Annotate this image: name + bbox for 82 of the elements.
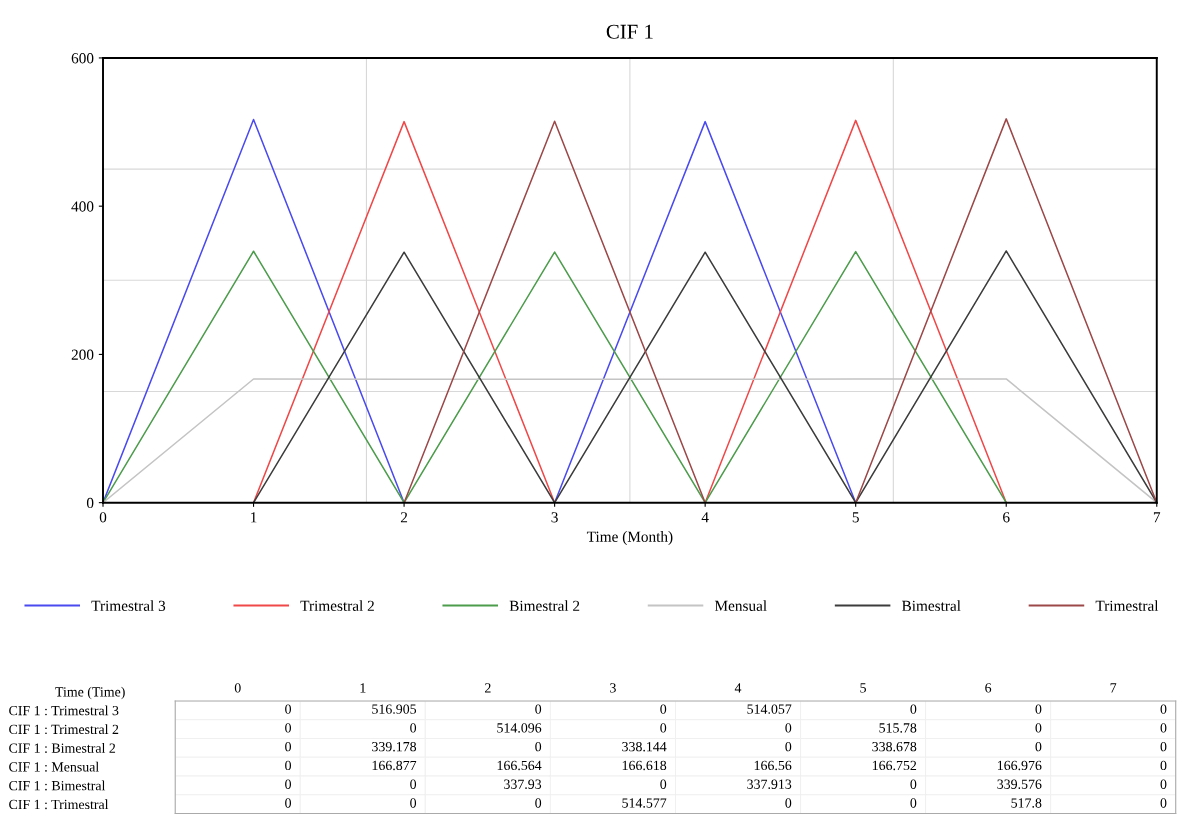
- x-tick-label: 6: [1003, 512, 1010, 523]
- y-tick-label: CIF 1 : Trimestral 2: [9, 724, 119, 735]
- data-label: 517.8: [1011, 798, 1042, 808]
- legend-label: Mensual: [714, 600, 767, 611]
- y-tick-label: CIF 1 : Mensual: [9, 761, 99, 772]
- data-label: 516.905: [372, 704, 417, 714]
- data-label: 166.976: [997, 760, 1042, 771]
- chart-title: CIF 1: [606, 24, 653, 39]
- data-label: 0: [1035, 704, 1042, 714]
- data-label: 339.178: [372, 741, 417, 752]
- x-tick-label: 1: [360, 683, 366, 693]
- data-label: 0: [785, 741, 792, 752]
- data-label: 514.577: [622, 798, 667, 808]
- data-label: 166.564: [497, 760, 542, 771]
- legend-label: Trimestral 3: [91, 600, 166, 611]
- data-label: 0: [660, 704, 667, 714]
- x-tick-label: 7: [1110, 683, 1117, 693]
- y-tick-label: 200: [71, 349, 94, 360]
- data-label: 515.78: [879, 723, 917, 733]
- data-label: 0: [535, 704, 542, 714]
- x-axis-title: Time (Month): [586, 531, 673, 545]
- data-label: 0: [285, 723, 292, 733]
- x-tick-label: 1: [251, 512, 257, 523]
- data-label: 0: [910, 704, 917, 714]
- data-label: 0: [785, 798, 792, 808]
- data-label: 0: [285, 798, 292, 808]
- data-label: 514.096: [497, 723, 542, 733]
- x-tick-label: 3: [610, 683, 616, 693]
- data-label: 166.752: [872, 760, 917, 771]
- y-axis-title: Time (Time): [55, 686, 125, 700]
- data-label: 166.877: [372, 760, 417, 771]
- data-label: 338.678: [872, 741, 917, 752]
- legend-label: Trimestral 2: [300, 600, 374, 611]
- data-label: 0: [285, 704, 292, 714]
- data-label: 0: [785, 723, 792, 733]
- x-tick-label: 4: [734, 683, 742, 693]
- y-tick-label: CIF 1 : Bimestral 2: [9, 743, 116, 753]
- y-tick-label: CIF 1 : Trimestral: [9, 799, 109, 810]
- data-label: 0: [910, 779, 917, 789]
- data-label: 0: [1160, 798, 1167, 808]
- x-tick-label: 6: [985, 683, 992, 693]
- y-tick-label: 0: [86, 497, 94, 509]
- x-tick-label: 7: [1153, 512, 1161, 523]
- data-label: 0: [1160, 760, 1167, 771]
- data-label: 0: [410, 779, 417, 789]
- data-label: 0: [285, 741, 292, 752]
- legend-label: Bimestral 2: [509, 600, 580, 611]
- data-label: 166.56: [754, 760, 792, 771]
- data-label: 0: [1160, 704, 1167, 714]
- data-label: 0: [285, 779, 292, 789]
- data-label: 0: [535, 798, 542, 808]
- data-label: 0: [660, 723, 667, 733]
- data-label: 339.576: [997, 779, 1042, 789]
- legend-label: Trimestral: [1095, 600, 1159, 611]
- data-label: 0: [1035, 723, 1042, 733]
- data-label: 0: [535, 741, 542, 752]
- x-tick-label: 3: [551, 512, 558, 523]
- data-label: 337.93: [504, 779, 542, 789]
- data-label: 0: [660, 779, 667, 789]
- data-label: 0: [410, 798, 417, 808]
- data-label: 0: [910, 798, 917, 808]
- x-tick-label: 4: [701, 512, 709, 523]
- x-tick-label: 2: [400, 512, 408, 523]
- y-tick-label: 600: [71, 53, 94, 64]
- data-label: 0: [285, 760, 292, 771]
- y-tick-label: 400: [71, 201, 94, 212]
- data-label: 0: [1160, 741, 1167, 752]
- y-tick-label: CIF 1 : Bimestral: [9, 780, 106, 791]
- y-tick-label: CIF 1 : Trimestral 3: [9, 705, 119, 716]
- data-label: 337.913: [747, 779, 792, 789]
- x-tick-label: 5: [860, 683, 866, 693]
- x-tick-label: 0: [234, 683, 241, 693]
- x-tick-label: 2: [485, 683, 491, 693]
- data-label: 0: [1035, 741, 1042, 752]
- data-label: 514.057: [747, 704, 792, 714]
- x-tick-label: 5: [852, 512, 859, 523]
- data-label: 0: [410, 723, 417, 733]
- data-label: 338.144: [622, 741, 667, 752]
- data-label: 0: [1160, 723, 1167, 733]
- data-label: 166.618: [622, 760, 667, 771]
- data-label: 0: [1160, 779, 1167, 789]
- legend-label: Bimestral: [902, 600, 961, 611]
